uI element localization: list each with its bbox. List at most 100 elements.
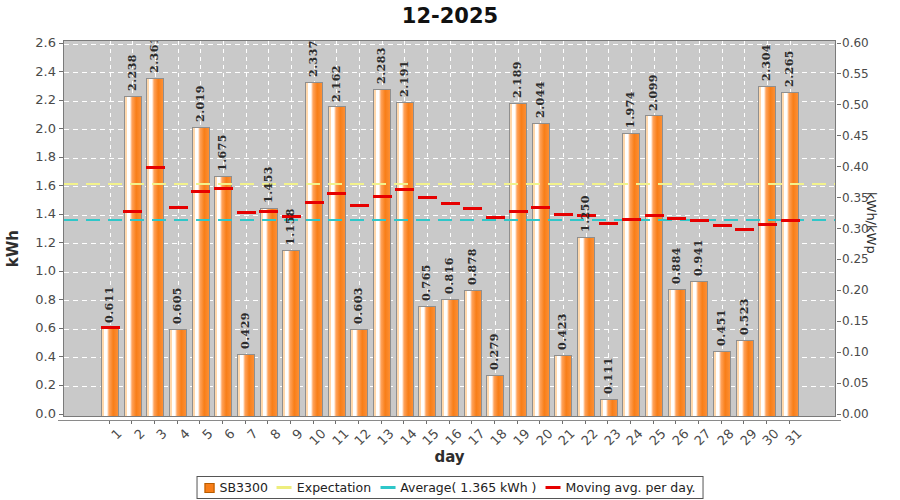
bar-day-27 — [690, 281, 708, 417]
x-axis-day-label: 2 — [131, 426, 147, 442]
y-axis-left-tick-label: 0.2 — [14, 377, 56, 392]
y-axis-right-tick-label: 0.50 — [842, 98, 869, 112]
legend-label: Moving avg. per day. — [565, 480, 695, 495]
y-axis-left-tick-label: 2.6 — [14, 35, 56, 50]
moving-avg-segment — [350, 204, 369, 207]
y-axis-right-tickmark — [837, 228, 841, 229]
bar-value-label: 0.816 — [443, 257, 456, 294]
x-axis-day-label: 7 — [244, 426, 260, 442]
bar-value-label: 2.099 — [647, 74, 660, 111]
y-axis-right-tickmark — [837, 259, 841, 260]
bar-value-label: 2.191 — [398, 60, 411, 97]
bar-value-label: 2.304 — [760, 44, 773, 81]
bar-day-16 — [441, 299, 459, 417]
legend-item: Average( 1.365 kWh ) — [380, 480, 536, 495]
y-axis-right-tickmark — [837, 104, 841, 105]
bar-value-label: 0.279 — [488, 333, 501, 370]
x-axis-day-label: 21 — [556, 426, 578, 448]
average-line — [64, 219, 835, 221]
bar-value-label: 0.603 — [352, 287, 365, 324]
y-axis-right-tick-label: 0.45 — [842, 129, 869, 143]
y-axis-left-tickmark — [59, 385, 63, 386]
moving-avg-segment — [214, 187, 233, 190]
y-axis-right-tick-label: 0.60 — [842, 36, 869, 50]
y-axis-right-tickmark — [837, 197, 841, 198]
x-axis-day-label: 20 — [533, 426, 555, 448]
bar-value-label: 1.158 — [284, 208, 297, 245]
y-axis-right-tickmark — [837, 135, 841, 136]
x-axis-day-label: 24 — [624, 426, 646, 448]
x-axis-day-label: 10 — [306, 426, 328, 448]
y-axis-right-tickmark — [837, 43, 841, 44]
y-axis-left-tick-label: 2.4 — [14, 64, 56, 79]
y-axis-right-tickmark — [837, 383, 841, 384]
moving-avg-segment — [599, 222, 618, 225]
bar-value-label: 1.250 — [579, 195, 592, 232]
y-axis-left-tickmark — [59, 71, 63, 72]
bar-day-1 — [101, 328, 119, 417]
moving-avg-segment — [645, 214, 664, 217]
bar-value-label: 2.265 — [783, 50, 796, 87]
bar-value-label: 0.523 — [738, 298, 751, 335]
bar-value-label: 2.044 — [534, 81, 547, 118]
bar-value-label: 2.283 — [375, 47, 388, 84]
y-axis-left-tick-label: 1.4 — [14, 206, 56, 221]
moving-avg-segment — [690, 219, 709, 222]
y-axis-right-tickmark — [837, 166, 841, 167]
y-axis-left-tick-label: 1.6 — [14, 178, 56, 193]
bar-value-label: 0.611 — [103, 286, 116, 323]
x-axis-day-label: 3 — [153, 426, 169, 442]
bar-value-label: 0.605 — [171, 287, 184, 324]
y-axis-left-tick-label: 2.0 — [14, 121, 56, 136]
y-axis-left-tickmark — [59, 185, 63, 186]
x-axis-day-label: 27 — [692, 426, 714, 448]
bar-value-label: 2.162 — [330, 65, 343, 102]
bar-day-20 — [532, 123, 550, 417]
y-axis-right-tick-label: 0.25 — [842, 252, 869, 266]
y-axis-left-tick-label: 1.8 — [14, 149, 56, 164]
y-axis-left-tickmark — [59, 242, 63, 243]
chart-page: 12-2025 0.6112.2382.3610.6052.0191.6750.… — [0, 0, 900, 500]
legend-item: SB3300 — [205, 480, 268, 495]
moving-avg-segment — [101, 326, 120, 329]
y-axis-left-tickmark — [59, 356, 63, 357]
x-axis-day-label: 26 — [669, 426, 691, 448]
moving-avg-segment — [509, 210, 528, 213]
moving-avg-segment — [169, 206, 188, 209]
bar-day-14 — [396, 102, 414, 417]
x-axis-title: day — [63, 448, 836, 466]
bar-value-label: 1.974 — [624, 91, 637, 128]
bar-day-25 — [645, 115, 663, 417]
bar-day-19 — [509, 103, 527, 417]
x-axis-line — [58, 420, 841, 421]
bar-day-8 — [260, 208, 278, 417]
moving-avg-segment — [486, 216, 505, 219]
x-axis-day-label: 25 — [646, 426, 668, 448]
x-axis-day-label: 5 — [199, 426, 215, 442]
moving-avg-segment — [305, 201, 324, 204]
bar-value-label: 1.453 — [262, 166, 275, 203]
x-axis-day-label: 30 — [760, 426, 782, 448]
x-axis-day-label: 18 — [488, 426, 510, 448]
bar-value-label: 0.884 — [670, 247, 683, 284]
bar-value-label: 0.111 — [602, 357, 615, 394]
y-axis-left-title: kWh — [4, 230, 22, 267]
expectation-line — [64, 183, 835, 185]
legend-label: Average( 1.365 kWh ) — [400, 480, 536, 495]
x-axis-day-label: 31 — [782, 426, 804, 448]
legend-item: Moving avg. per day. — [545, 480, 695, 495]
bar-value-label: 2.361 — [148, 40, 161, 73]
moving-avg-segment — [395, 188, 414, 191]
bar-value-label: 2.189 — [511, 61, 524, 98]
bar-day-7 — [237, 354, 255, 417]
bar-day-12 — [350, 329, 368, 417]
legend-item: Expectation — [277, 480, 371, 495]
moving-avg-segment — [713, 224, 732, 227]
bar-day-26 — [668, 289, 686, 417]
moving-avg-segment — [622, 218, 641, 221]
bar-day-31 — [781, 92, 799, 417]
x-axis-day-label: 28 — [714, 426, 736, 448]
chart-title: 12-2025 — [0, 4, 900, 28]
legend: SB3300 Expectation Average( 1.365 kWh ) Mov… — [197, 476, 704, 499]
moving-avg-segment — [441, 202, 460, 205]
